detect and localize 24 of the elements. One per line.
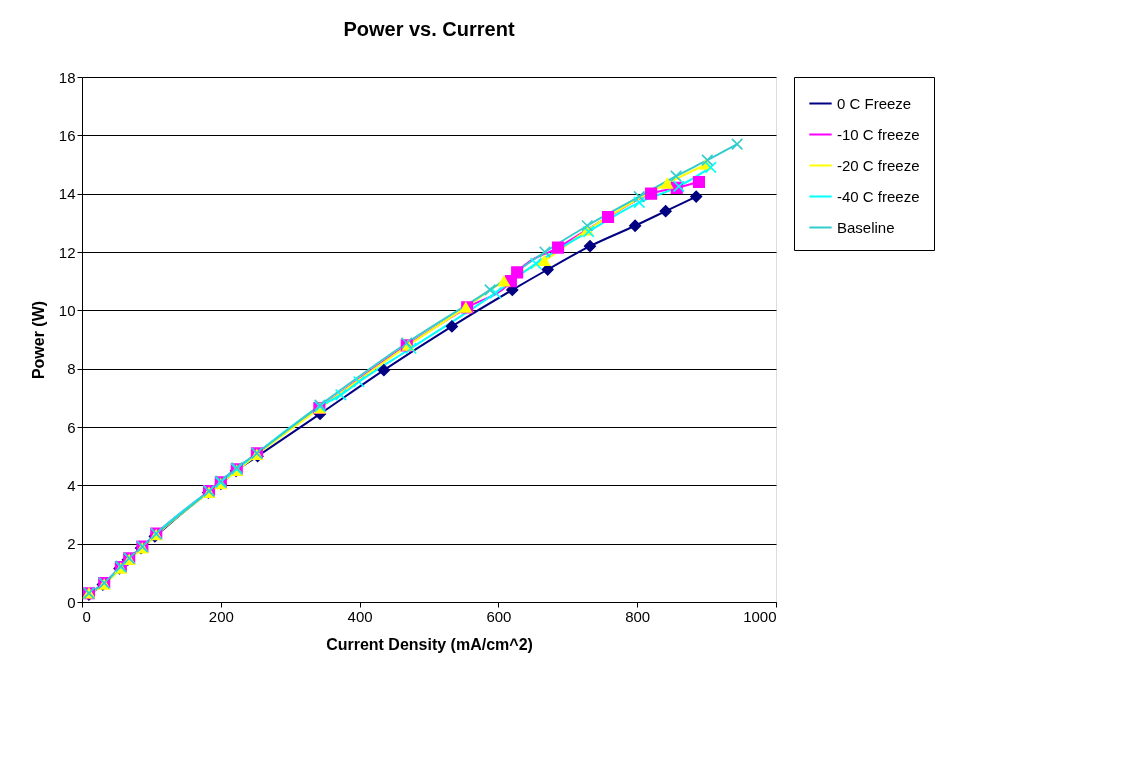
legend-label: Baseline (837, 218, 895, 236)
y-axis-title: Power (W) (29, 300, 47, 380)
x-tick-label: 200 (208, 607, 234, 625)
y-tick-label: 14 (58, 185, 76, 203)
y-tick-label: 16 (58, 126, 76, 144)
x-axis-title: Current Density (mA/cm^2) (326, 635, 533, 653)
y-tick-label: 18 (58, 68, 76, 86)
y-tick-label: 0 (67, 593, 76, 611)
legend-label: -10 C freeze (837, 125, 920, 143)
x-tick-label: 800 (625, 607, 651, 625)
x-tick-label: 600 (486, 607, 512, 625)
legend-label: -20 C freeze (837, 156, 920, 174)
y-tick-label: 2 (67, 535, 76, 553)
y-tick-label: 10 (58, 301, 76, 319)
x-tick-label: 1000 (743, 607, 777, 625)
x-tick-label: 400 (347, 607, 373, 625)
chart-title: Power vs. Current (343, 18, 515, 40)
y-tick-label: 6 (67, 418, 76, 436)
y-tick-label: 4 (67, 476, 76, 494)
y-tick-label: 8 (67, 360, 76, 378)
legend-label: -40 C freeze (837, 187, 920, 205)
y-tick-label: 12 (58, 243, 76, 261)
legend-label: 0 C Freeze (837, 94, 912, 112)
x-tick-label: 0 (82, 607, 91, 625)
